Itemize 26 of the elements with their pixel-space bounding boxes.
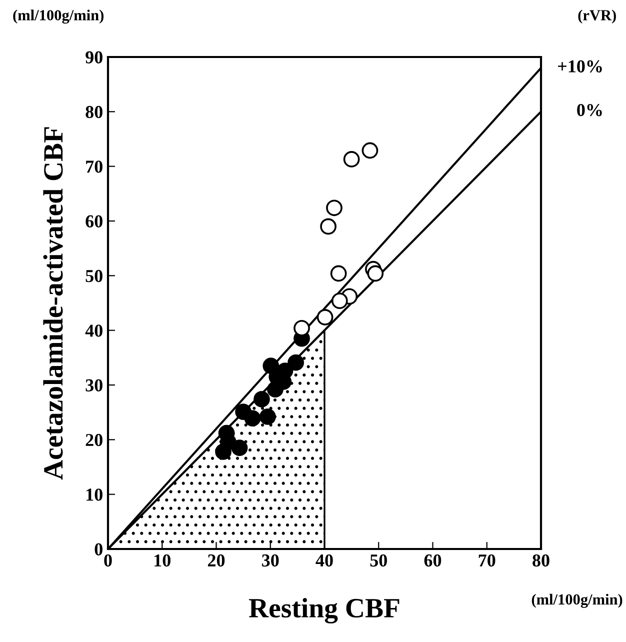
y-tick-label: 90	[86, 51, 102, 64]
text: (ml/100g/min)	[532, 594, 622, 608]
y-tick-label: 80	[86, 106, 102, 118]
text: 0%	[577, 104, 602, 116]
y-tick-label: 40	[85, 324, 102, 337]
y-tick-label: 70	[86, 160, 102, 173]
x-tick-label: 80	[532, 554, 550, 567]
x-tick-label: 10	[154, 554, 170, 567]
x-tick-label: 40	[316, 554, 333, 567]
x-tick-label: 70	[478, 554, 496, 567]
x-tick-label: 20	[208, 554, 225, 567]
text: (ml/100g/min)	[13, 10, 104, 24]
x-tick-label: 30	[262, 554, 279, 567]
y-tick-label: 0	[94, 543, 102, 556]
y-tick-label: 20	[86, 434, 102, 446]
x-axis-title: Resting CBF	[248, 598, 400, 624]
y-tick-label: 30	[86, 379, 102, 392]
series-label: +10%	[558, 60, 602, 73]
y-axis-title: Acetazolamide-activated CBF	[43, 127, 63, 480]
y-tick-label: 60	[86, 215, 102, 228]
text: (rVR)	[578, 10, 616, 24]
x-tick-label: 0	[104, 554, 112, 567]
x-tick-label: 60	[424, 554, 442, 567]
y-tick-label: 50	[86, 270, 102, 282]
x-tick-label: 50	[370, 554, 387, 567]
y-tick-label: 10	[86, 488, 102, 501]
